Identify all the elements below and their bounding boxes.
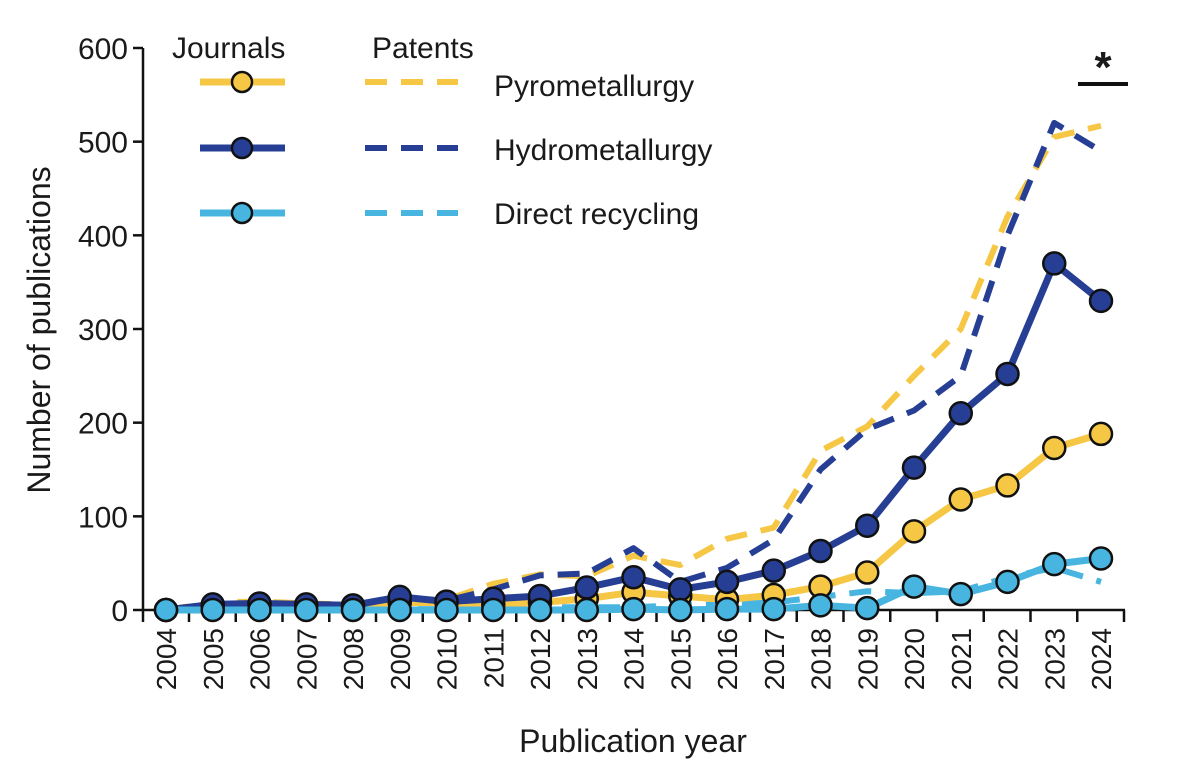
legend-journals-marker-hydrometallurgy	[230, 136, 254, 160]
data-point-journals-hydrometallurgy	[761, 558, 786, 583]
y-tick-label: 500	[78, 127, 128, 160]
series-group	[153, 119, 1114, 623]
data-point-journals-direct-recycling	[387, 597, 412, 623]
x-tick-label: 2021	[946, 628, 977, 690]
data-point-journals-pyrometallurgy	[901, 519, 927, 544]
x-tick-label: 2016	[712, 628, 743, 690]
data-point-journals-hydrometallurgy	[808, 538, 833, 564]
data-point-journals-hydrometallurgy	[901, 455, 927, 480]
data-point-journals-pyrometallurgy	[995, 473, 1020, 498]
data-point-journals-direct-recycling	[621, 596, 646, 622]
data-point-journals-hydrometallurgy	[574, 575, 599, 600]
x-tick-label: 2005	[198, 628, 229, 690]
data-point-journals-hydrometallurgy	[1042, 251, 1067, 276]
data-point-journals-direct-recycling	[855, 595, 880, 621]
legend-label-direct-recycling: Direct recycling	[494, 198, 699, 231]
axes: 0 100 200 300 400 500 600 2004 2005 2006 2007 2008 2…	[78, 33, 1126, 690]
data-point-journals-direct-recycling	[1088, 546, 1114, 571]
x-tick-label: 2013	[572, 628, 603, 690]
data-point-journals-pyrometallurgy	[1042, 435, 1067, 461]
y-tick-label: 600	[78, 33, 128, 66]
x-tick-label: 2015	[665, 628, 696, 690]
x-tick-label: 2011	[478, 628, 509, 688]
data-point-journals-direct-recycling	[761, 596, 786, 622]
x-tick-label: 2010	[432, 628, 463, 690]
data-point-journals-hydrometallurgy	[948, 401, 973, 426]
data-point-journals-pyrometallurgy	[855, 560, 880, 585]
data-point-journals-direct-recycling	[901, 574, 927, 599]
x-tick-label: 2018	[806, 628, 837, 690]
data-point-journals-direct-recycling	[481, 597, 506, 623]
y-tick-label: 200	[78, 408, 128, 441]
y-tick-label: 300	[78, 314, 128, 347]
legend-header-patents: Patents	[372, 32, 474, 65]
data-point-journals-direct-recycling	[808, 593, 833, 618]
x-tick-label: 2023	[1039, 628, 1070, 690]
x-tick-label: 2004	[151, 628, 182, 690]
data-point-journals-direct-recycling	[434, 597, 459, 623]
x-tick-label: 2019	[852, 628, 883, 690]
data-point-journals-direct-recycling	[200, 597, 225, 623]
data-point-journals-direct-recycling	[995, 569, 1020, 595]
x-axis-label: Publication year	[519, 723, 747, 759]
legend: Journals Patents Pyrometallurgy Hydromet…	[172, 32, 712, 231]
x-tick-label: 2020	[899, 628, 930, 690]
legend-journals-marker-direct-recycling	[230, 201, 254, 225]
data-point-journals-direct-recycling	[948, 581, 973, 607]
data-point-journals-hydrometallurgy	[621, 564, 646, 590]
data-point-journals-hydrometallurgy	[1088, 288, 1114, 314]
y-tick-label: 0	[111, 595, 128, 628]
data-point-journals-direct-recycling	[1042, 551, 1067, 577]
x-tick-label: 2017	[759, 628, 790, 690]
data-point-journals-direct-recycling	[294, 597, 319, 623]
data-point-journals-direct-recycling	[714, 596, 740, 622]
x-tick-label: 2008	[338, 628, 369, 690]
data-point-journals-direct-recycling	[527, 597, 553, 623]
series-line-patents-hydrometallurgy	[165, 119, 1103, 613]
x-tick-label: 2007	[291, 628, 322, 690]
data-point-journals-pyrometallurgy	[1088, 421, 1114, 447]
data-point-journals-direct-recycling	[247, 597, 272, 623]
x-tick-label: 2014	[619, 628, 650, 690]
x-tick-label: 2024	[1086, 628, 1117, 690]
data-point-journals-direct-recycling	[153, 597, 179, 623]
y-tick-label: 100	[78, 501, 128, 534]
y-tick-label: 400	[78, 220, 128, 253]
legend-label-hydrometallurgy: Hydrometallurgy	[494, 134, 712, 167]
significance-asterisk: *	[1094, 43, 1112, 92]
data-point-journals-hydrometallurgy	[714, 569, 740, 595]
x-tick-label: 2009	[385, 628, 416, 690]
data-point-journals-hydrometallurgy	[995, 361, 1020, 387]
data-point-journals-hydrometallurgy	[668, 577, 693, 602]
data-point-journals-direct-recycling	[668, 597, 693, 623]
data-point-journals-pyrometallurgy	[948, 487, 973, 512]
data-point-journals-hydrometallurgy	[855, 513, 880, 538]
y-axis-label: Number of publications	[21, 166, 57, 493]
x-tick-label: 2022	[993, 628, 1024, 690]
legend-label-pyrometallurgy: Pyrometallurgy	[494, 70, 694, 103]
legend-header-journals: Journals	[172, 32, 285, 65]
data-point-journals-direct-recycling	[574, 597, 599, 623]
data-point-journals-direct-recycling	[340, 597, 366, 623]
x-tick-label: 2006	[245, 628, 276, 690]
legend-journals-marker-pyrometallurgy	[230, 70, 254, 94]
x-tick-label: 2012	[525, 628, 556, 690]
